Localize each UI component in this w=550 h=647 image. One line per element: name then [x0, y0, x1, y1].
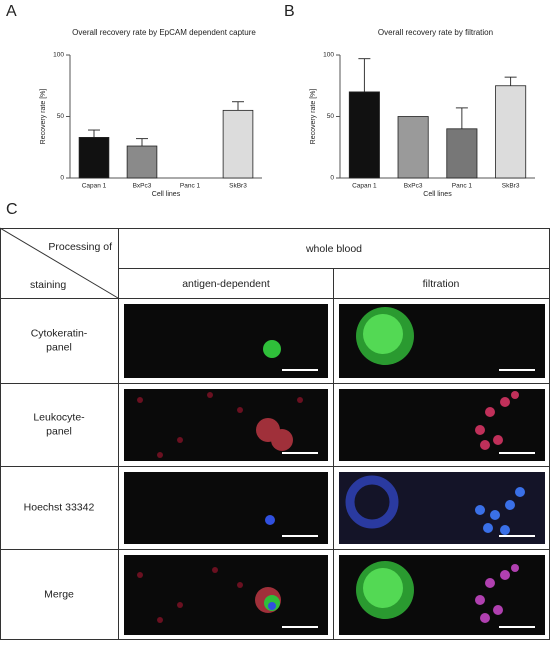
- x-tick-label: SkBr3: [502, 183, 520, 190]
- x-tick-label: BxPc3: [133, 183, 152, 190]
- error-bar: [455, 107, 468, 129]
- x-axis-label: Cell lines: [152, 191, 181, 198]
- micrographs: [124, 304, 545, 635]
- chart-title: Overall recovery rate by filtration: [378, 28, 493, 37]
- row-label: Merge: [44, 588, 74, 600]
- bar: [446, 128, 478, 179]
- y-tick-label: 50: [57, 113, 65, 120]
- y-axis-label: Recovery rate [%]: [310, 89, 317, 145]
- y-tick-label: 50: [327, 113, 335, 120]
- bar: [495, 85, 527, 179]
- row-label: Cytokeratin-: [31, 327, 88, 339]
- bar: [348, 91, 380, 179]
- y-tick-label: 100: [53, 52, 64, 59]
- bar: [222, 109, 254, 179]
- panel-label: A: [6, 3, 17, 20]
- column-header: antigen-dependent: [182, 278, 270, 290]
- error-bar: [232, 101, 244, 111]
- x-tick-label: Panc 1: [452, 183, 473, 190]
- x-tick-label: SkBr3: [229, 183, 247, 190]
- x-axis-label: Cell lines: [423, 191, 452, 198]
- row-label: Hoechst 33342: [24, 501, 95, 513]
- panel-label: C: [6, 201, 18, 218]
- corner-header: Processing of: [48, 241, 112, 253]
- row-label: panel: [46, 341, 72, 353]
- error-bar: [504, 76, 517, 86]
- y-axis-label: Recovery rate [%]: [40, 89, 47, 145]
- group-header: whole blood: [305, 243, 362, 255]
- x-tick-label: Capan 1: [352, 183, 377, 190]
- row-label: Leukocyte-: [33, 411, 85, 423]
- error-bar: [88, 129, 100, 138]
- bar: [397, 116, 429, 179]
- x-tick-label: Panc 1: [180, 183, 201, 190]
- x-tick-label: BxPc3: [404, 183, 423, 190]
- row-label: panel: [46, 425, 72, 437]
- table-grid: [0, 227, 550, 640]
- bar: [126, 145, 158, 179]
- y-tick-label: 0: [60, 175, 64, 182]
- y-tick-label: 0: [330, 175, 334, 182]
- x-tick-label: Capan 1: [82, 183, 107, 190]
- bar: [78, 137, 110, 179]
- corner-header: staining: [30, 279, 66, 291]
- panel-label: B: [284, 3, 295, 20]
- column-header: filtration: [423, 278, 460, 290]
- y-tick-label: 100: [323, 52, 334, 59]
- chart-title: Overall recovery rate by EpCAM dependent…: [72, 28, 256, 37]
- error-bar: [136, 138, 148, 147]
- error-bar: [358, 58, 371, 92]
